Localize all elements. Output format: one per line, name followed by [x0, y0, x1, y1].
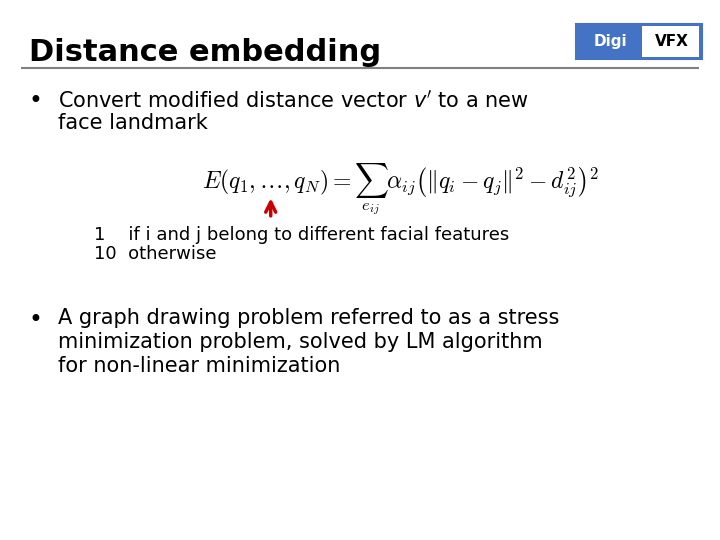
Text: Digi: Digi: [593, 35, 627, 49]
FancyBboxPatch shape: [576, 24, 702, 59]
Text: for non-linear minimization: for non-linear minimization: [58, 356, 340, 376]
Text: Convert modified distance vector $v'$ to a new: Convert modified distance vector $v'$ to…: [58, 89, 528, 111]
Text: 10  otherwise: 10 otherwise: [94, 245, 216, 262]
FancyBboxPatch shape: [642, 26, 700, 57]
Text: VFX: VFX: [654, 35, 689, 49]
Text: •: •: [29, 308, 42, 332]
Text: Distance embedding: Distance embedding: [29, 38, 381, 67]
Text: $E(q_1,\ldots,q_N) = \sum_{e_{ij}} \alpha_{ij} \left(\|q_i - q_j\|^2 - d_{ij}^2\: $E(q_1,\ldots,q_N) = \sum_{e_{ij}} \alph…: [202, 162, 598, 218]
Text: •: •: [29, 89, 42, 113]
Text: A graph drawing problem referred to as a stress: A graph drawing problem referred to as a…: [58, 308, 559, 328]
Text: 1    if i and j belong to different facial features: 1 if i and j belong to different facial …: [94, 226, 509, 244]
Text: minimization problem, solved by LM algorithm: minimization problem, solved by LM algor…: [58, 332, 542, 352]
Text: face landmark: face landmark: [58, 113, 207, 133]
